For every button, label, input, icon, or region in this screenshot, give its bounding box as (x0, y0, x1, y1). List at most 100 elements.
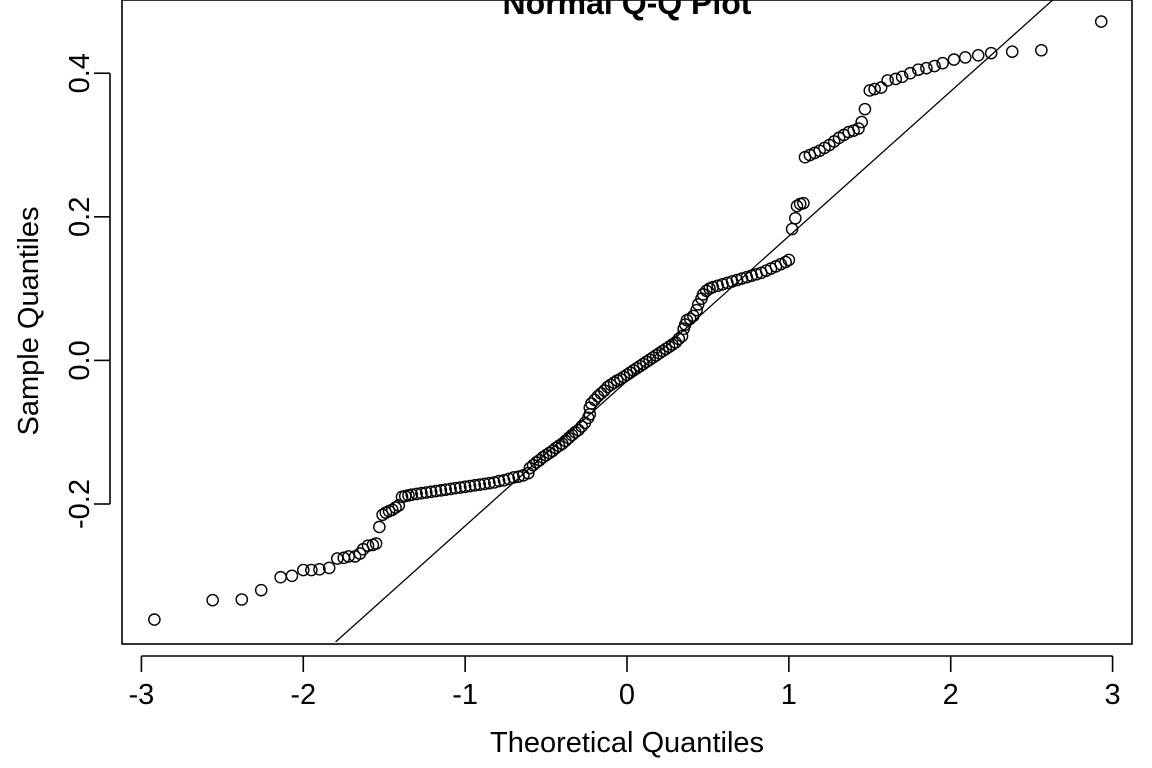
data-point (675, 329, 689, 343)
data-point (958, 51, 972, 64)
data-point (868, 82, 881, 96)
data-point (617, 370, 631, 384)
data-point (620, 368, 634, 382)
data-point (410, 487, 423, 501)
data-point (672, 332, 686, 346)
data-point (1094, 15, 1108, 28)
data-point (361, 539, 375, 552)
data-point (392, 499, 406, 512)
data-point (604, 378, 618, 392)
data-point (424, 485, 438, 499)
data-point (549, 441, 563, 455)
data-point (630, 362, 644, 375)
x-axis: -3 -2 -1 0 1 2 3 (129, 655, 1121, 711)
data-point (385, 503, 399, 517)
data-point (640, 355, 653, 369)
x-axis-title: Theoretical Quantiles (490, 727, 764, 759)
x-tick-label: 3 (1105, 679, 1121, 711)
data-point (458, 480, 472, 494)
data-point (669, 336, 682, 349)
data-point (487, 476, 501, 489)
data-point (1035, 43, 1048, 57)
data-point (920, 61, 933, 75)
data-points (148, 15, 1108, 626)
data-point (643, 353, 656, 366)
data-point (415, 486, 428, 500)
y-tick-label: 0.4 (64, 53, 96, 93)
data-point (572, 423, 585, 437)
data-point (206, 593, 219, 607)
y-tick-label: -0.2 (64, 479, 96, 529)
data-point (449, 481, 462, 495)
data-point (439, 483, 453, 496)
data-point (468, 479, 482, 492)
data-point (700, 284, 713, 298)
data-point (662, 340, 676, 354)
data-point (235, 593, 249, 606)
data-point (797, 196, 810, 210)
data-point (507, 471, 521, 484)
data-point (633, 359, 647, 373)
data-point (313, 563, 326, 576)
data-point (389, 501, 402, 514)
data-point (342, 550, 355, 563)
data-point (478, 477, 491, 491)
data-point (690, 303, 703, 317)
data-point (539, 448, 553, 462)
data-point (928, 59, 941, 73)
data-point (285, 569, 299, 583)
data-point (607, 376, 621, 389)
data-point (912, 63, 925, 76)
data-point (852, 122, 865, 135)
data-point (858, 102, 872, 116)
data-point (502, 472, 516, 486)
data-point (434, 484, 448, 497)
data-point (895, 70, 909, 84)
x-tick-label: -2 (290, 679, 316, 711)
data-point (536, 451, 550, 464)
data-point (148, 613, 161, 626)
data-point (483, 476, 496, 490)
data-point (453, 481, 467, 494)
data-point (881, 74, 894, 87)
data-point (782, 253, 796, 267)
data-point (659, 342, 673, 356)
data-point (274, 570, 287, 584)
data-point (779, 255, 792, 269)
plot-box (121, 0, 1133, 645)
data-point (376, 508, 389, 522)
data-point (369, 537, 383, 550)
data-point (594, 387, 608, 400)
data-point (444, 482, 457, 496)
x-tick-label: 2 (943, 679, 959, 711)
data-point (790, 199, 804, 213)
y-axis: -0.2 0.0 0.2 0.4 (64, 53, 111, 529)
data-point (627, 364, 640, 377)
y-tick-label: 0.0 (64, 340, 96, 380)
data-point (588, 393, 601, 407)
y-tick-label: 0.2 (64, 197, 96, 237)
data-point (649, 349, 663, 362)
data-point (429, 484, 443, 498)
data-point (296, 563, 310, 577)
data-point (492, 474, 506, 488)
data-point (473, 478, 487, 491)
data-point (373, 520, 386, 534)
data-point (646, 351, 660, 364)
data-point (419, 486, 433, 499)
data-point (636, 357, 650, 371)
x-tick-label: 0 (619, 679, 635, 711)
data-point (463, 479, 477, 493)
data-point (855, 115, 869, 129)
y-axis-title: Sample Quantiles (13, 207, 45, 436)
data-point (405, 488, 419, 501)
data-point (601, 380, 614, 394)
data-point (789, 211, 802, 225)
data-point (863, 84, 877, 97)
data-point (984, 46, 998, 60)
data-point (683, 312, 697, 326)
x-tick-label: -1 (452, 679, 478, 711)
data-point (656, 344, 669, 358)
data-point (305, 563, 318, 577)
